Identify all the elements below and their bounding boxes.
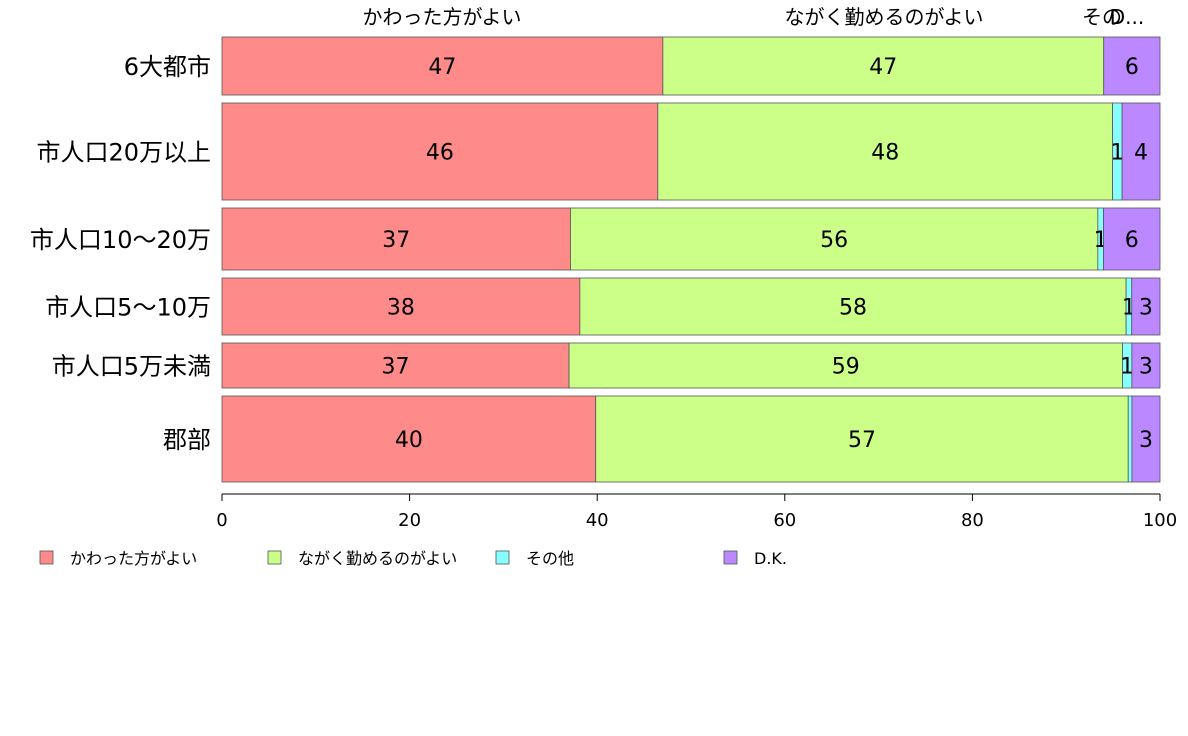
bar-segment: [1103, 207, 1161, 271]
top-series-label: かわった方がよい: [363, 5, 522, 29]
legend-label: ながく勤めるのがよい: [298, 549, 457, 568]
top-series-label: ながく勤めるのがよい: [785, 5, 984, 29]
bar-value-label: 38: [387, 296, 415, 321]
legend-label: その他: [526, 549, 574, 568]
legend-swatch: [267, 550, 282, 565]
bar-segment: [568, 342, 1123, 389]
bar-value-label: 57: [848, 428, 876, 453]
top-series-label: D...: [1110, 5, 1144, 29]
category-label: 市人口20万以上: [36, 139, 211, 167]
bar-segment: [1127, 395, 1133, 483]
bar-segment: [662, 36, 1105, 96]
legend-swatch: [723, 550, 738, 565]
legend-label: D.K.: [754, 549, 787, 568]
bar-segment: [579, 277, 1127, 336]
bar-value-label: 37: [382, 355, 410, 380]
bar-segment: [221, 277, 581, 336]
x-tick-label: 40: [586, 510, 609, 531]
bar-value-label: 1: [1120, 355, 1134, 380]
bar-segment: [1131, 342, 1161, 389]
bar-value-label: 48: [871, 141, 899, 166]
x-tick-label: 20: [398, 510, 421, 531]
bar-segment: [657, 102, 1114, 201]
bar-segment: [221, 395, 597, 483]
bar-segment: [570, 207, 1099, 271]
bar-value-label: 37: [382, 228, 410, 253]
x-tick-label: 100: [1143, 510, 1177, 531]
bar-value-label: 59: [832, 355, 860, 380]
bar-segment: [221, 36, 664, 96]
bar-value-label: 1: [1110, 141, 1124, 166]
category-label: 6大都市: [124, 53, 211, 81]
bar-value-label: 3: [1139, 296, 1153, 321]
category-label: 市人口10〜20万: [30, 226, 211, 254]
bar-value-label: 40: [395, 428, 423, 453]
bar-value-label: 58: [839, 296, 867, 321]
legend-swatch: [495, 550, 510, 565]
category-label: 市人口5〜10万: [45, 294, 211, 322]
x-tick-label: 60: [773, 510, 796, 531]
bar-value-label: 3: [1139, 428, 1153, 453]
bar-segment: [221, 102, 659, 201]
x-tick-label: 80: [961, 510, 984, 531]
bar-segment: [1103, 36, 1161, 96]
legend-label: かわった方がよい: [70, 549, 197, 568]
bar-value-label: 4: [1134, 141, 1148, 166]
bar-value-label: 46: [426, 141, 454, 166]
x-tick-label: 0: [216, 510, 227, 531]
legend-swatch: [39, 550, 54, 565]
top-series-label: その: [1082, 5, 1122, 29]
category-label: 市人口5万未満: [52, 353, 211, 381]
bar-segment: [1131, 395, 1161, 483]
bar-value-label: 47: [428, 55, 456, 80]
bar-value-label: 47: [869, 55, 897, 80]
bar-segment: [1131, 277, 1161, 336]
bar-value-label: 6: [1125, 228, 1139, 253]
bar-segment: [221, 342, 570, 389]
bar-segment: [595, 395, 1129, 483]
category-label: 郡部: [163, 426, 211, 454]
bar-segment: [1121, 102, 1161, 201]
bar-value-label: 6: [1125, 55, 1139, 80]
bar-value-label: 56: [820, 228, 848, 253]
bar-segment: [221, 207, 571, 271]
bar-value-label: 3: [1139, 355, 1153, 380]
